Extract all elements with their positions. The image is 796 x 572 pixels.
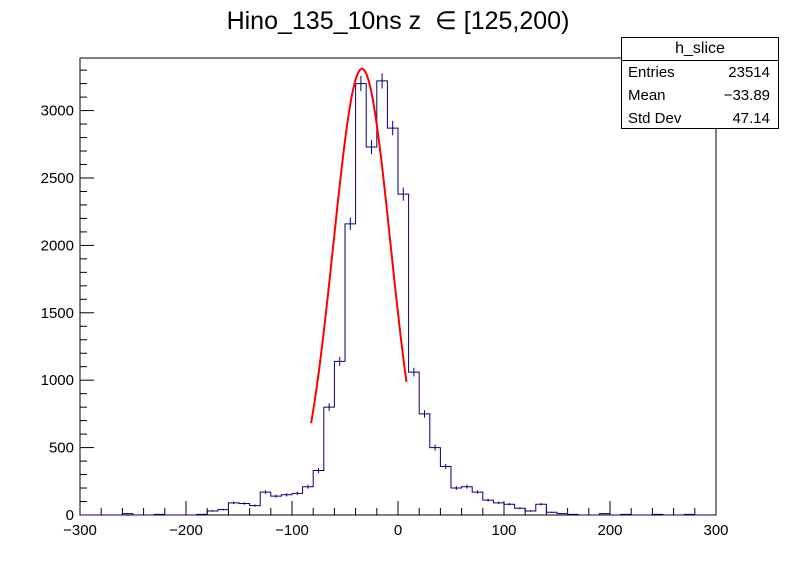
y-axis: 0 500 1000 1500 2000 2500 3000 — [41, 69, 94, 524]
x-tick-label: −200 — [169, 522, 203, 539]
y-tick-label: 500 — [49, 440, 74, 457]
x-tick-label: 200 — [597, 522, 622, 539]
stats-row-mean: Mean −33.89 — [622, 84, 778, 107]
x-tick-label: 100 — [491, 522, 516, 539]
stats-row-entries: Entries 23514 — [622, 61, 778, 84]
stats-label: Std Dev — [628, 110, 682, 127]
stats-value: 47.14 — [732, 110, 770, 127]
stats-box: h_slice Entries 23514 Mean −33.89 Std De… — [621, 37, 779, 129]
x-tick-label: −300 — [63, 522, 97, 539]
y-tick-label: 2000 — [41, 237, 74, 254]
x-axis: −300 −200 −100 0 100 200 300 — [63, 501, 729, 539]
stats-label: Mean — [628, 87, 666, 104]
stats-row-stddev: Std Dev 47.14 — [622, 107, 778, 130]
x-tick-label: 0 — [394, 522, 402, 539]
chart-title: Hino_135_10ns z ∈ [125,200) — [226, 7, 570, 35]
x-tick-label: −100 — [275, 522, 309, 539]
histogram-outline — [80, 80, 716, 516]
histogram-series — [80, 73, 716, 516]
stats-box-title: h_slice — [622, 38, 778, 61]
y-tick-label: 3000 — [41, 103, 74, 120]
stats-value: 23514 — [728, 64, 770, 81]
stats-label: Entries — [628, 64, 675, 81]
stats-value: −33.89 — [723, 87, 770, 104]
gaussian-fit — [310, 67, 408, 424]
y-tick-label: 1500 — [41, 305, 74, 322]
y-tick-label: 1000 — [41, 372, 74, 389]
fit-curve — [310, 67, 408, 424]
x-tick-label: 300 — [703, 522, 728, 539]
y-tick-label: 2500 — [41, 170, 74, 187]
y-tick-label: 0 — [66, 507, 74, 524]
